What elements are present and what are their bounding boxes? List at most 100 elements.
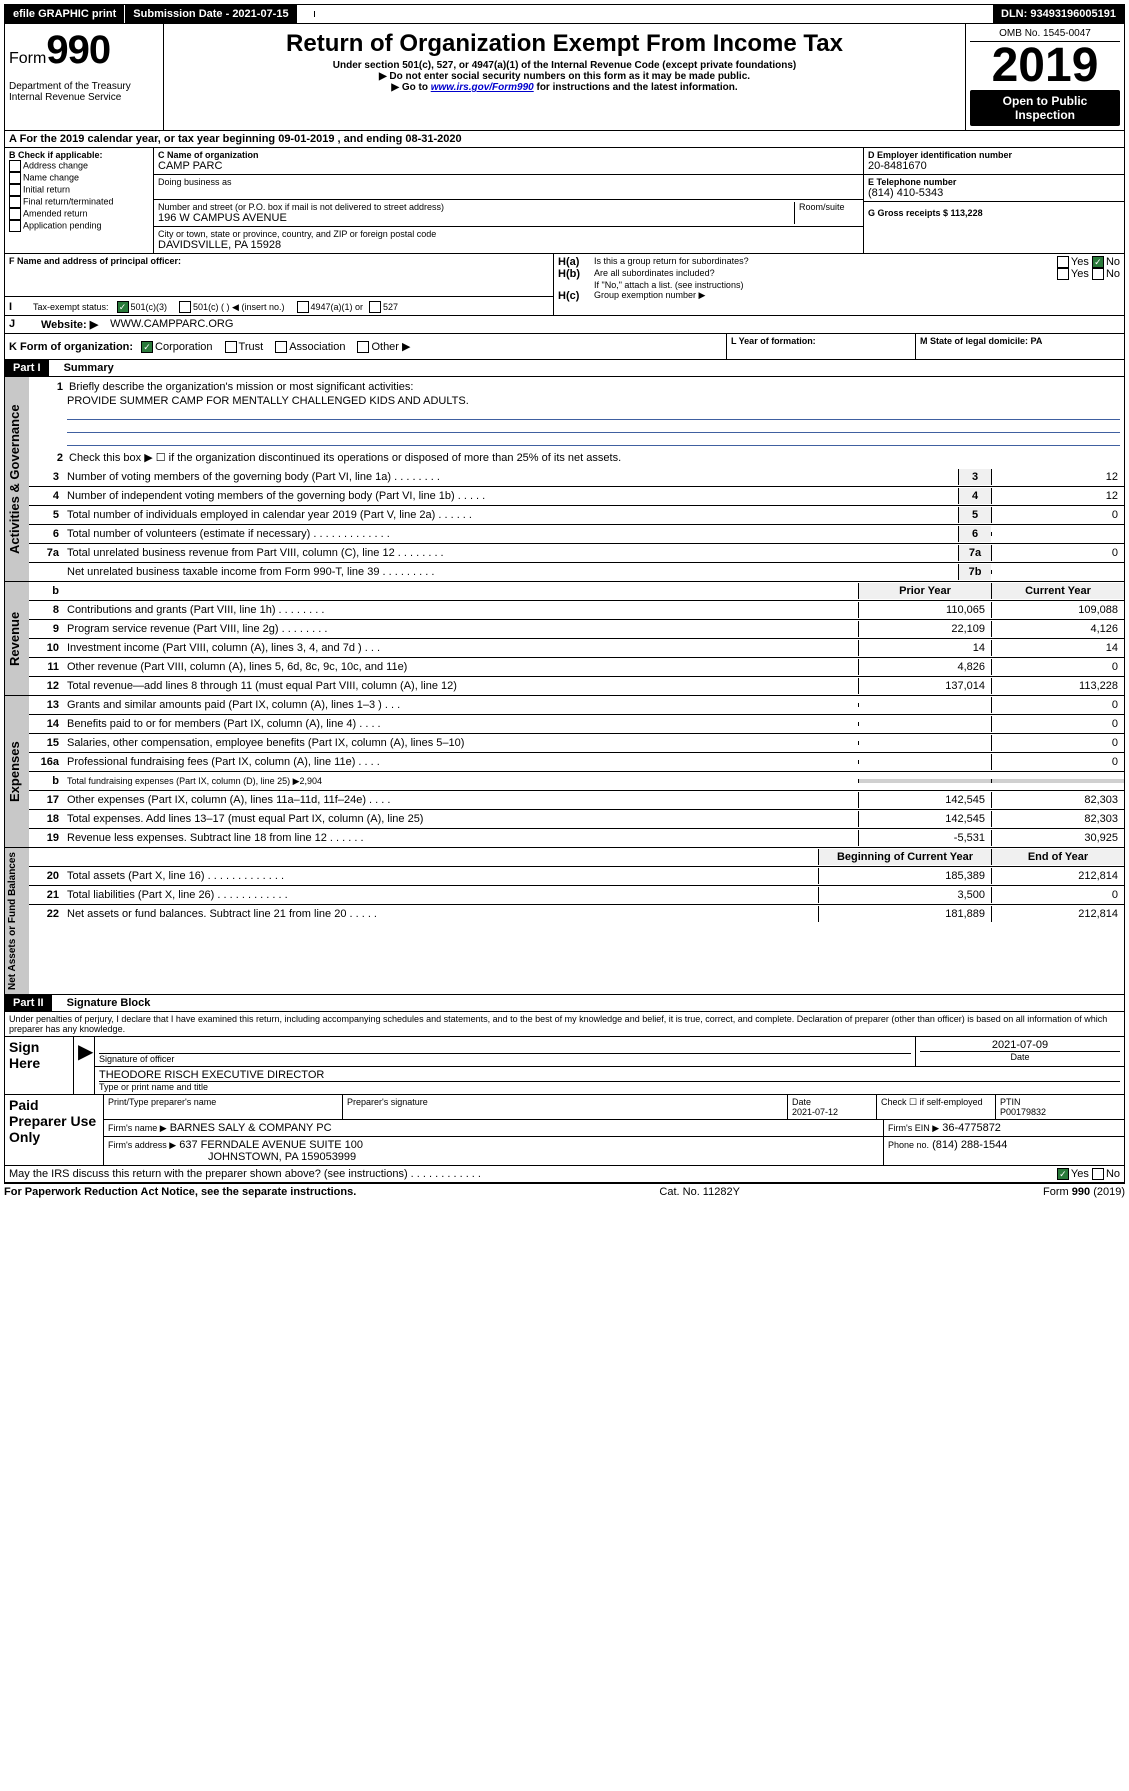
- col-begin: Beginning of Current Year: [818, 849, 991, 865]
- part2-label: Part II: [5, 995, 52, 1011]
- prep-sig-label: Preparer's signature: [343, 1095, 788, 1119]
- table-row: 7aTotal unrelated business revenue from …: [29, 544, 1124, 563]
- net-assets-section: Net Assets or Fund Balances Beginning of…: [4, 848, 1125, 995]
- box-i: I Tax-exempt status: 501(c)(3) 501(c) ( …: [9, 297, 549, 313]
- room-label: Room/suite: [794, 202, 859, 224]
- opt-amended[interactable]: Amended return: [9, 208, 149, 220]
- firm-name-label: Firm's name ▶: [108, 1123, 167, 1133]
- opt-address[interactable]: Address change: [9, 160, 149, 172]
- perjury-text: Under penalties of perjury, I declare th…: [4, 1012, 1125, 1037]
- sub3-post: for instructions and the latest informat…: [534, 82, 738, 93]
- opt-initial[interactable]: Initial return: [9, 184, 149, 196]
- hb-note: If "No," attach a list. (see instruction…: [558, 280, 1120, 290]
- cat-no: Cat. No. 11282Y: [356, 1186, 1043, 1198]
- submission-btn[interactable]: Submission Date - 2021-07-15: [125, 5, 297, 23]
- website-url[interactable]: WWW.CAMPPARC.ORG: [102, 316, 237, 333]
- pra-notice: For Paperwork Reduction Act Notice, see …: [4, 1186, 356, 1198]
- city: DAVIDSVILLE, PA 15928: [158, 239, 859, 251]
- chk-501c3[interactable]: [117, 301, 129, 313]
- k-label: K Form of organization:: [9, 341, 133, 353]
- chk-501c[interactable]: [179, 301, 191, 313]
- discuss-row: May the IRS discuss this return with the…: [4, 1166, 1125, 1183]
- table-row: 16aProfessional fundraising fees (Part I…: [29, 753, 1124, 772]
- col-end: End of Year: [991, 849, 1124, 865]
- firm-phone-label: Phone no.: [888, 1140, 929, 1150]
- col-prior: Prior Year: [858, 583, 991, 599]
- subtitle1: Under section 501(c), 527, or 4947(a)(1)…: [168, 60, 961, 71]
- chk-trust[interactable]: [225, 341, 237, 353]
- chk-other[interactable]: [357, 341, 369, 353]
- prep-date-label: Date: [792, 1097, 811, 1107]
- table-row: 5Total number of individuals employed in…: [29, 506, 1124, 525]
- prep-check[interactable]: Check ☐ if self-employed: [877, 1095, 996, 1119]
- officer-name: THEODORE RISCH EXECUTIVE DIRECTOR: [99, 1069, 1120, 1081]
- table-row: 18Total expenses. Add lines 13–17 (must …: [29, 810, 1124, 829]
- phone-label: E Telephone number: [868, 177, 1120, 187]
- table-row: 20Total assets (Part X, line 16) . . . .…: [29, 867, 1124, 886]
- table-row: 19Revenue less expenses. Subtract line 1…: [29, 829, 1124, 847]
- city-label: City or town, state or province, country…: [158, 229, 859, 239]
- hb-no[interactable]: [1092, 268, 1104, 280]
- org-name: CAMP PARC: [158, 160, 859, 172]
- expenses-section: Expenses 13Grants and similar amounts pa…: [4, 696, 1125, 848]
- box-deg: D Employer identification number 20-8481…: [864, 148, 1124, 253]
- topbar-spacer: [298, 11, 315, 17]
- firm-addr1: 637 FERNDALE AVENUE SUITE 100: [179, 1139, 363, 1151]
- hb-yes[interactable]: [1057, 268, 1069, 280]
- dln: DLN: 93493196005191: [993, 5, 1124, 23]
- open-public: Open to Public Inspection: [970, 90, 1120, 126]
- form-header: Form990 Department of the Treasury Inter…: [4, 24, 1125, 131]
- table-row: 15Salaries, other compensation, employee…: [29, 734, 1124, 753]
- line-a-text: For the 2019 calendar year, or tax year …: [20, 133, 462, 145]
- chk-assoc[interactable]: [275, 341, 287, 353]
- table-row: 8Contributions and grants (Part VIII, li…: [29, 601, 1124, 620]
- discuss-yes[interactable]: [1057, 1168, 1069, 1180]
- col-current: Current Year: [991, 583, 1124, 599]
- box-klm: K Form of organization: Corporation Trus…: [4, 334, 1125, 360]
- table-row: 13Grants and similar amounts paid (Part …: [29, 696, 1124, 715]
- gross-receipts: G Gross receipts $ 113,228: [868, 208, 1120, 218]
- form-number: Form990: [9, 28, 159, 73]
- box-m: M State of legal domicile: PA: [916, 334, 1124, 359]
- firm-name: BARNES SALY & COMPANY PC: [170, 1122, 332, 1134]
- form-title: Return of Organization Exempt From Incom…: [168, 30, 961, 58]
- table-row: 4Number of independent voting members of…: [29, 487, 1124, 506]
- opt-pending[interactable]: Application pending: [9, 220, 149, 232]
- prep-name-label: Print/Type preparer's name: [104, 1095, 343, 1119]
- table-row: 12Total revenue—add lines 8 through 11 (…: [29, 677, 1124, 695]
- chk-527[interactable]: [369, 301, 381, 313]
- table-row: 11Other revenue (Part VIII, column (A), …: [29, 658, 1124, 677]
- discuss-text: May the IRS discuss this return with the…: [5, 1166, 1053, 1182]
- table-row: bTotal fundraising expenses (Part IX, co…: [29, 772, 1124, 791]
- chk-4947[interactable]: [297, 301, 309, 313]
- table-row: 9Program service revenue (Part VIII, lin…: [29, 620, 1124, 639]
- sig-officer-label: Signature of officer: [99, 1053, 911, 1064]
- opt-final[interactable]: Final return/terminated: [9, 196, 149, 208]
- c-name-label: C Name of organization: [158, 150, 859, 160]
- table-row: Net unrelated business taxable income fr…: [29, 563, 1124, 581]
- ha-yes[interactable]: [1057, 256, 1069, 268]
- side-ag: Activities & Governance: [5, 377, 29, 581]
- form-num: 990: [46, 28, 110, 72]
- tax-year: 2019: [970, 42, 1120, 90]
- box-b-label: B Check if applicable:: [9, 150, 149, 160]
- ein-label: D Employer identification number: [868, 150, 1120, 160]
- box-c: C Name of organization CAMP PARC Doing b…: [154, 148, 864, 253]
- irs-link[interactable]: www.irs.gov/Form990: [431, 82, 534, 93]
- ptin-label: PTIN: [1000, 1097, 1021, 1107]
- box-f-label: F Name and address of principal officer:: [9, 256, 549, 266]
- discuss-no[interactable]: [1092, 1168, 1104, 1180]
- website-label: Website: ▶: [37, 316, 102, 333]
- l1-val: PROVIDE SUMMER CAMP FOR MENTALLY CHALLEN…: [33, 395, 1120, 407]
- prep-date: 2021-07-12: [792, 1107, 838, 1117]
- table-row: 22Net assets or fund balances. Subtract …: [29, 905, 1124, 923]
- paid-preparer-block: Paid Preparer Use Only Print/Type prepar…: [4, 1095, 1125, 1166]
- street: 196 W CAMPUS AVENUE: [158, 212, 794, 224]
- chk-corp[interactable]: [141, 341, 153, 353]
- l2-text: Check this box ▶ ☐ if the organization d…: [69, 452, 621, 464]
- efile-btn[interactable]: efile GRAPHIC print: [5, 5, 125, 23]
- part1-label: Part I: [5, 360, 49, 376]
- opt-name[interactable]: Name change: [9, 172, 149, 184]
- paid-preparer: Paid Preparer Use Only: [5, 1095, 104, 1165]
- ha-no[interactable]: [1092, 256, 1104, 268]
